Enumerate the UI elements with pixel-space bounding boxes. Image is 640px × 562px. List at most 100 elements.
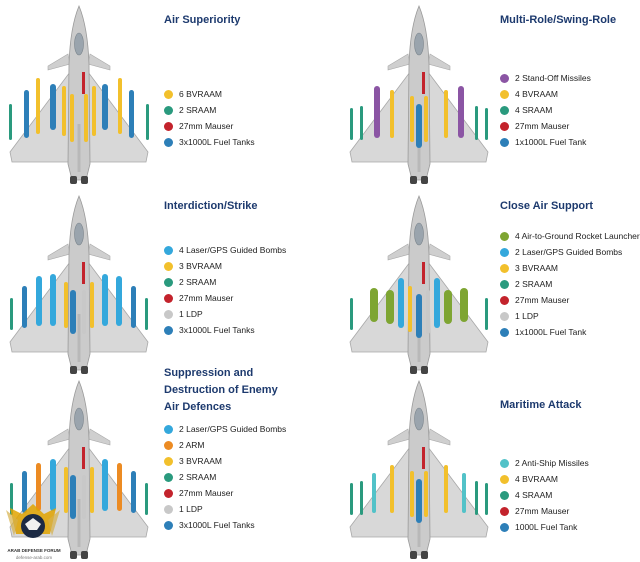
legend-item: 4 SRAAM [500,102,591,118]
legend-label: 27mm Mauser [515,506,570,516]
legend-label: 1x1000L Fuel Tank [515,137,587,147]
panel-title-line: Suppression and [164,367,254,379]
legend-item: 4 SRAAM [500,487,589,503]
watermark-name: ARAB DEFENSE FORUM [7,548,61,553]
legend-label: 4 BVRAAM [515,474,558,484]
legend-item: 2 SRAAM [164,469,286,485]
legend-item: 4 Laser/GPS Guided Bombs [164,242,286,258]
legend-item: 3x1000L Fuel Tanks [164,134,255,150]
legend-item: 4 Air-to-Ground Rocket Launcher [500,228,640,244]
color-dot-icon [500,474,509,484]
panel-title: Suppression and Destruction of Enemy Air… [164,365,278,416]
color-dot-icon [500,263,509,273]
color-dot-icon [500,311,509,321]
legend-label: 4 SRAAM [515,490,553,500]
legend-label: 2 SRAAM [179,472,217,482]
legend-label: 4 BVRAAM [515,89,558,99]
legend-label: 27mm Mauser [515,295,570,305]
color-dot-icon [164,520,173,530]
legend-label: 2 SRAAM [515,279,553,289]
legend-item: 27mm Mauser [500,118,591,134]
color-dot-icon [500,73,509,83]
legend-label: 27mm Mauser [179,121,234,131]
panel-maritime-attack: Maritime Attack 2 Anti-Ship Missiles 4 BV… [340,375,640,562]
legend-label: 3 BVRAAM [179,261,222,271]
color-dot-icon [164,277,173,287]
legend-label: 1x1000L Fuel Tank [515,327,587,337]
legend-item: 1x1000L Fuel Tank [500,324,640,340]
color-dot-icon [164,293,173,303]
legend-item: 2 SRAAM [500,276,640,292]
panel-air-superiority: Air Superiority 6 BVRAAM 2 SRAAM 27mm Maus… [0,0,320,187]
legend-item: 27mm Mauser [164,485,286,501]
legend-label: 3 BVRAAM [179,456,222,466]
legend-label: 4 Laser/GPS Guided Bombs [179,245,287,255]
legend-item: 6 BVRAAM [164,86,255,102]
color-dot-icon [500,279,509,289]
color-dot-icon [164,504,173,514]
color-dot-icon [164,137,173,147]
legend-item: 3x1000L Fuel Tanks [164,322,286,338]
color-dot-icon [500,247,509,257]
legend-label: 27mm Mauser [179,488,234,498]
color-dot-icon [164,440,173,450]
legend-label: 1 LDP [179,309,203,319]
color-dot-icon [500,105,509,115]
color-dot-icon [500,458,509,468]
color-dot-icon [164,488,173,498]
legend-label: 1000L Fuel Tank [515,522,578,532]
weapon-legend: 2 Laser/GPS Guided Bombs 2 ARM 3 BVRAAM 2 S… [164,421,286,533]
legend-item: 2 Stand-Off Missiles [500,70,591,86]
legend-label: 27mm Mauser [179,293,234,303]
panel-title: Maritime Attack [500,399,582,411]
legend-label: 27mm Mauser [515,121,570,131]
panel-title: Multi-Role/Swing-Role [500,14,617,26]
legend-item: 1 LDP [500,308,640,324]
color-dot-icon [500,121,509,131]
weapon-legend: 6 BVRAAM 2 SRAAM 27mm Mauser 3x1000L Fuel T… [164,86,255,150]
jet-air-superiority-image [9,5,149,185]
panel-title: Interdiction/Strike [164,200,258,212]
legend-item: 27mm Mauser [164,118,255,134]
legend-item: 27mm Mauser [164,290,286,306]
color-dot-icon [500,522,509,532]
legend-item: 1000L Fuel Tank [500,519,589,535]
weapon-legend: 2 Anti-Ship Missiles 4 BVRAAM 4 SRAAM 27mm … [500,455,589,535]
legend-label: 1 LDP [515,311,539,321]
color-dot-icon [500,89,509,99]
legend-item: 3 BVRAAM [164,258,286,274]
legend-item: 1 LDP [164,501,286,517]
legend-item: 3x1000L Fuel Tanks [164,517,286,533]
color-dot-icon [500,506,509,516]
legend-item: 2 Laser/GPS Guided Bombs [164,421,286,437]
legend-label: 4 Air-to-Ground Rocket Launcher [515,231,640,241]
legend-label: 1 LDP [179,504,203,514]
color-dot-icon [164,89,173,99]
weapon-legend: 4 Air-to-Ground Rocket Launcher 2 Laser/G… [500,228,640,340]
color-dot-icon [500,295,509,305]
panel-title: Air Superiority [164,14,241,26]
legend-item: 2 ARM [164,437,286,453]
panel-sead: Suppression and Destruction of Enemy Air… [0,367,320,562]
legend-label: 2 Stand-Off Missiles [515,73,591,83]
color-dot-icon [500,137,509,147]
legend-item: 2 Anti-Ship Missiles [500,455,589,471]
panel-multi-role: Multi-Role/Swing-Role 2 Stand-Off Missil… [340,0,640,187]
color-dot-icon [164,121,173,131]
color-dot-icon [164,105,173,115]
jet-maritime-attack-image [349,380,489,560]
weapon-legend: 4 Laser/GPS Guided Bombs 3 BVRAAM 2 SRAAM 2… [164,242,286,338]
weapon-legend: 2 Stand-Off Missiles 4 BVRAAM 4 SRAAM 27mm … [500,70,591,150]
legend-label: 3x1000L Fuel Tanks [179,325,255,335]
legend-label: 3 BVRAAM [515,263,558,273]
legend-label: 3x1000L Fuel Tanks [179,137,255,147]
legend-item: 1x1000L Fuel Tank [500,134,591,150]
color-dot-icon [164,325,173,335]
legend-item: 1 LDP [164,306,286,322]
legend-item: 3 BVRAAM [500,260,640,276]
watermark-url: defense-arab.com [15,555,53,560]
legend-item: 4 BVRAAM [500,471,589,487]
color-dot-icon [164,245,173,255]
legend-label: 4 SRAAM [515,105,553,115]
legend-item: 4 BVRAAM [500,86,591,102]
